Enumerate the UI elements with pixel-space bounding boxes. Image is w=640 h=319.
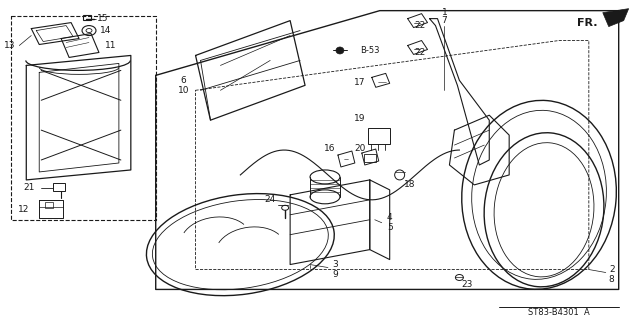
Text: FR.: FR. — [577, 18, 597, 28]
Text: 19: 19 — [354, 114, 365, 123]
Text: 16: 16 — [324, 144, 336, 152]
Text: 14: 14 — [100, 26, 111, 35]
Text: ST83-B4301  A: ST83-B4301 A — [528, 308, 590, 317]
Text: —: — — [85, 14, 97, 24]
Text: 22: 22 — [414, 48, 425, 57]
Text: 6: 6 — [180, 76, 186, 85]
Ellipse shape — [336, 47, 344, 54]
Text: 7: 7 — [442, 16, 447, 25]
Text: 12: 12 — [18, 205, 29, 214]
Text: 1: 1 — [442, 8, 447, 17]
Text: 8: 8 — [609, 275, 614, 284]
Text: 20: 20 — [354, 144, 365, 152]
Text: 2: 2 — [609, 265, 614, 274]
Text: 11: 11 — [105, 41, 116, 50]
Text: 5: 5 — [387, 223, 392, 232]
Text: 18: 18 — [404, 180, 415, 189]
Text: 24: 24 — [264, 195, 276, 204]
Text: B-53: B-53 — [360, 46, 380, 55]
Text: 17: 17 — [354, 78, 365, 87]
Text: 15: 15 — [97, 14, 109, 23]
Text: 21: 21 — [24, 183, 35, 192]
Text: 22: 22 — [414, 21, 425, 30]
Text: 9: 9 — [332, 270, 338, 279]
Text: 4: 4 — [387, 213, 392, 222]
Polygon shape — [603, 9, 628, 26]
Text: 23: 23 — [461, 280, 473, 289]
Text: 10: 10 — [178, 86, 189, 95]
Text: 13: 13 — [4, 41, 15, 50]
Text: 3: 3 — [332, 260, 338, 269]
